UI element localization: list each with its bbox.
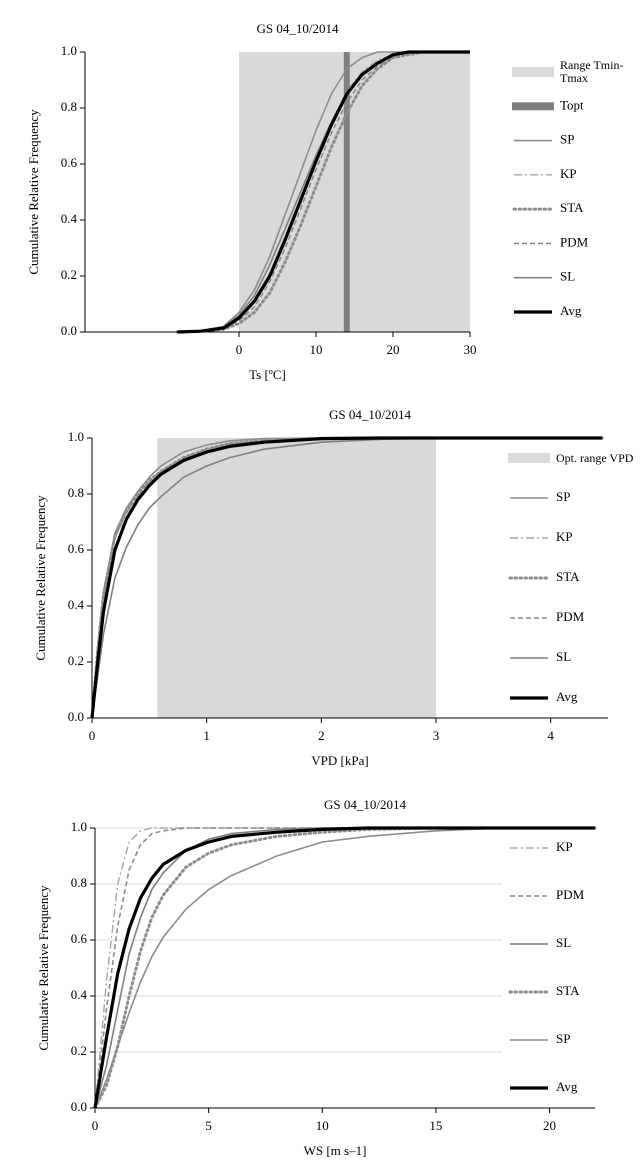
legend-label: PDM [556, 887, 585, 902]
legend-label: PDM [560, 234, 589, 249]
legend-label: SL [560, 269, 575, 284]
x-tick-label: 1 [203, 728, 210, 743]
series-line [94, 827, 595, 1109]
x-tick-label: 0 [92, 1118, 99, 1133]
x-axis-label: WS [m s–1] [304, 1143, 367, 1158]
y-tick-label: 1.0 [68, 429, 84, 444]
legend-label: Avg [560, 303, 582, 318]
series-line [90, 436, 603, 719]
x-axis-label: VPD [kPa] [311, 753, 368, 768]
y-tick-label: 0.8 [61, 99, 77, 114]
y-tick-label: 0.4 [71, 987, 88, 1002]
series-line [177, 50, 470, 334]
shaded-range [239, 52, 470, 332]
x-tick-label: 5 [205, 1118, 212, 1133]
x-tick-label: 10 [310, 342, 323, 357]
legend-label: SP [560, 132, 574, 147]
legend-label: Range Tmin-Tmax [560, 59, 624, 85]
chart-title: GS 04_10/2014 [324, 797, 406, 812]
legend-label: SP [556, 489, 570, 504]
y-tick-label: 1.0 [71, 819, 87, 834]
legend-swatch [508, 453, 550, 463]
y-tick-label: 0.8 [68, 485, 84, 500]
y-tick-label: 0.4 [61, 211, 78, 226]
legend-label: Opt. range VPD [556, 451, 634, 465]
series-line [177, 51, 470, 333]
x-tick-label: 15 [429, 1118, 442, 1133]
x-tick-label: 4 [547, 728, 554, 743]
legend-label: STA [556, 983, 580, 998]
chart-title: GS 04_10/2014 [257, 21, 339, 36]
legend-label: KP [556, 839, 573, 854]
legend-label: STA [556, 569, 580, 584]
legend-label: STA [560, 200, 584, 215]
y-tick-label: 0.4 [68, 597, 85, 612]
x-tick-label: 0 [236, 342, 243, 357]
y-tick-label: 0.2 [71, 1043, 87, 1058]
y-tick-label: 0.0 [61, 323, 77, 338]
x-tick-label: 20 [543, 1118, 556, 1133]
x-tick-label: 20 [387, 342, 400, 357]
chart-title: GS 04_10/2014 [329, 407, 411, 422]
legend-label-box: Range Tmin-Tmax [560, 59, 624, 85]
legend-swatch [512, 67, 554, 77]
series-line [94, 827, 595, 1109]
legend-label: PDM [556, 609, 585, 624]
x-axis-label: Ts [ºC] [249, 367, 286, 382]
legend-label: SL [556, 935, 571, 950]
y-tick-label: 1.0 [61, 43, 77, 58]
legend-label: Topt [560, 97, 584, 112]
legend-label: KP [556, 529, 573, 544]
y-tick-label: 0.6 [71, 931, 88, 946]
y-tick-label: 0.2 [68, 653, 84, 668]
shaded-range [157, 438, 437, 718]
x-tick-label: 30 [464, 342, 477, 357]
x-tick-label: 0 [89, 728, 96, 743]
series-line [91, 437, 603, 719]
legend-label: SL [556, 649, 571, 664]
legend-background [502, 832, 638, 1104]
y-tick-label: 0.6 [61, 155, 78, 170]
legend-label: Avg [556, 689, 578, 704]
y-tick-label: 0.0 [68, 709, 84, 724]
legend-label-box: Opt. range VPD [556, 451, 634, 465]
x-tick-label: 2 [318, 728, 325, 743]
y-axis-label: Cumulative Relative Frequency [33, 495, 48, 661]
series-line [93, 826, 595, 1109]
y-axis-label: Cumulative Relative Frequency [26, 109, 41, 275]
y-axis-label: Cumulative Relative Frequency [36, 885, 51, 1051]
x-tick-label: 3 [433, 728, 440, 743]
y-tick-label: 0.0 [71, 1099, 87, 1114]
y-tick-label: 0.6 [68, 541, 85, 556]
y-tick-label: 0.2 [61, 267, 77, 282]
legend-label: SP [556, 1031, 570, 1046]
legend-swatch [512, 102, 554, 111]
legend-label: Avg [556, 1079, 578, 1094]
x-tick-label: 10 [316, 1118, 329, 1133]
y-tick-label: 0.8 [71, 875, 87, 890]
legend-label: KP [560, 166, 577, 181]
